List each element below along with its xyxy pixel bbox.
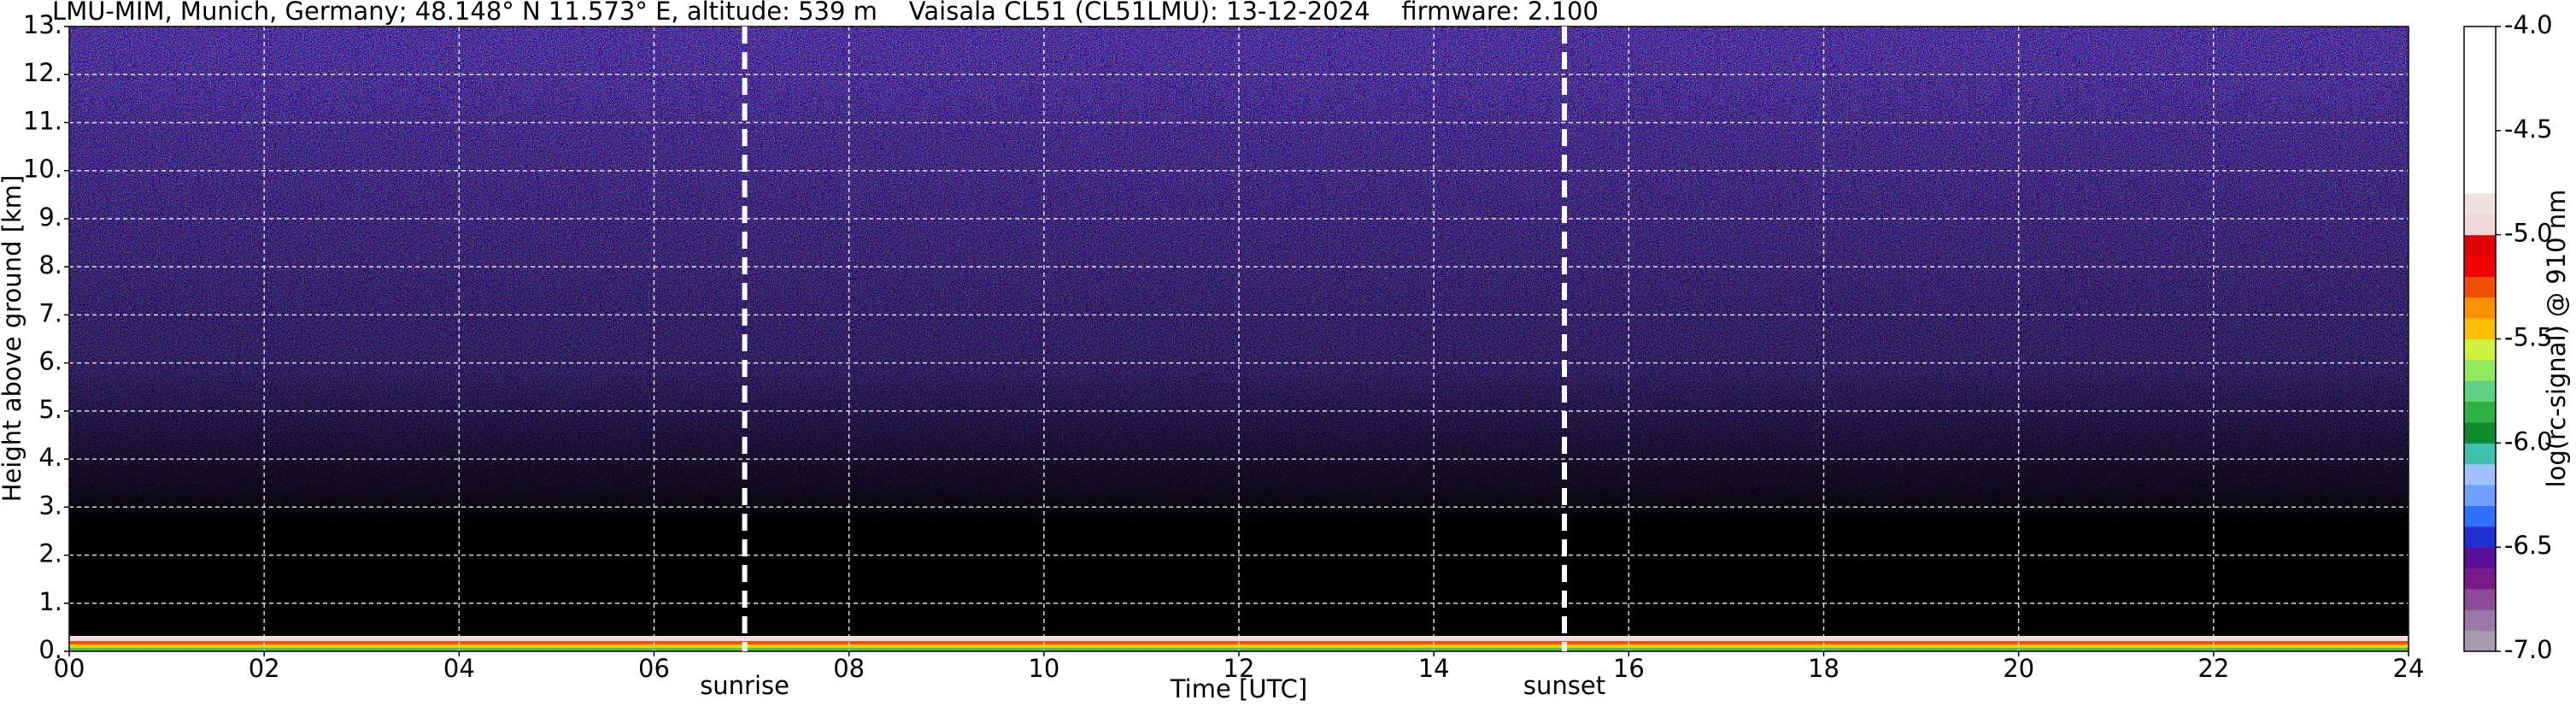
colorbar-segment — [2464, 380, 2496, 403]
colorbar-segment — [2464, 47, 2496, 69]
y-tick-label: 11. — [23, 106, 62, 135]
x-tick-label: 06 — [638, 654, 670, 683]
colorbar-segment — [2464, 568, 2496, 590]
x-tick-label: 16 — [1613, 654, 1645, 683]
colorbar-tick-label: -5.0 — [2504, 219, 2553, 248]
x-tick-label: 02 — [249, 654, 280, 683]
y-tick-label: 8. — [38, 250, 62, 279]
colorbar-tick-label: -4.0 — [2504, 10, 2553, 39]
colorbar-tick-label: -6.5 — [2504, 531, 2553, 560]
y-tick-label: 5. — [38, 395, 62, 424]
colorbar-segment — [2464, 463, 2496, 485]
x-tick-label: 08 — [833, 654, 865, 683]
chart-title: LMU-MIM, Munich, Germany; 48.148° N 11.5… — [52, 0, 1599, 26]
x-axis-label: Time [UTC] — [1170, 674, 1307, 703]
colorbar-segment — [2464, 297, 2496, 319]
colorbar-segment — [2464, 485, 2496, 506]
colorbar-segment — [2464, 547, 2496, 569]
y-tick-label: 7. — [38, 298, 62, 327]
y-tick-label: 2. — [38, 539, 62, 568]
colorbar-segment — [2464, 276, 2496, 298]
colorbar-tick-label: -5.5 — [2504, 323, 2553, 352]
event-label: sunrise — [700, 671, 789, 700]
colorbar-segment — [2464, 359, 2496, 381]
colorbar-segment — [2464, 443, 2496, 465]
y-tick-label: 9. — [38, 203, 62, 232]
x-tick-label: 00 — [54, 654, 85, 683]
colorbar-segment — [2464, 338, 2496, 361]
y-tick-label: 12. — [23, 58, 62, 87]
colorbar-tick-label: -7.0 — [2504, 635, 2553, 664]
y-tick-label: 6. — [38, 347, 62, 376]
x-tick-label: 10 — [1028, 654, 1059, 683]
colorbar-segment — [2464, 401, 2496, 423]
x-tick-label: 18 — [1808, 654, 1840, 683]
colorbar-segment — [2464, 234, 2496, 256]
colorbar-tick-label: -6.0 — [2504, 427, 2553, 456]
x-tick-label: 24 — [2393, 654, 2425, 683]
colorbar-tick-label: -4.5 — [2504, 115, 2553, 144]
x-tick-label: 04 — [443, 654, 475, 683]
colorbar-segment — [2464, 151, 2496, 174]
colorbar-segment — [2464, 609, 2496, 632]
y-tick-label: 13. — [23, 10, 62, 39]
y-axis-label: Height above ground [km] — [0, 175, 26, 503]
colorbar-segment — [2464, 68, 2496, 90]
colorbar-segment — [2464, 256, 2496, 277]
colorbar-segment — [2464, 26, 2496, 48]
colorbar-segment — [2464, 318, 2496, 339]
colorbar-segment — [2464, 192, 2496, 215]
event-label: sunset — [1523, 671, 1605, 700]
y-tick-label: 10. — [23, 155, 62, 184]
colorbar-segment — [2464, 505, 2496, 527]
x-tick-label: 22 — [2198, 654, 2229, 683]
x-tick-label: 14 — [1418, 654, 1450, 683]
colorbar-segment — [2464, 630, 2496, 652]
x-tick-label: 12 — [1223, 654, 1255, 683]
colorbar-segment — [2464, 89, 2496, 110]
colorbar-label: log(rc-signal) @ 910 nm — [2542, 190, 2571, 488]
y-tick-label: 4. — [38, 443, 62, 472]
colorbar-segment — [2464, 109, 2496, 132]
grid — [68, 26, 2409, 652]
colorbar-segment — [2464, 526, 2496, 548]
colorbar-segment — [2464, 588, 2496, 610]
colorbar-segment — [2464, 130, 2496, 152]
colorbar-segment — [2464, 421, 2496, 444]
colorbar-segment — [2464, 214, 2496, 236]
x-tick-label: 20 — [2003, 654, 2034, 683]
y-tick-label: 0. — [38, 635, 62, 664]
y-tick-label: 1. — [38, 587, 62, 616]
colorbar-segment — [2464, 172, 2496, 194]
y-tick-label: 3. — [38, 491, 62, 520]
